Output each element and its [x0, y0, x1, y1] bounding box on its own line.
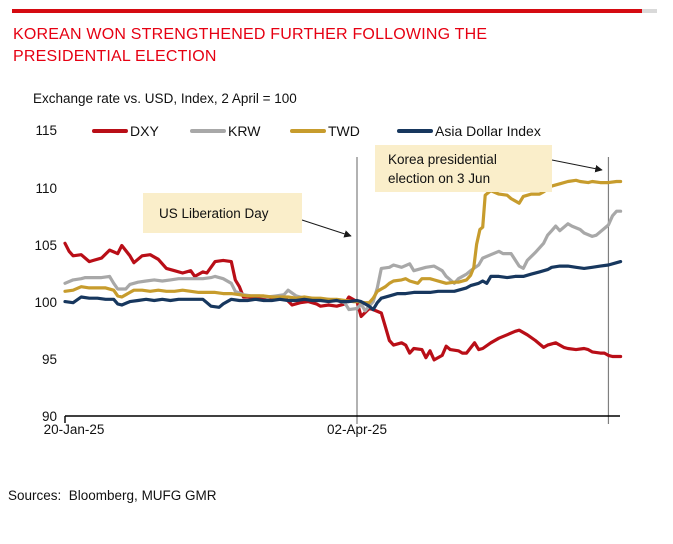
- legend-label: Asia Dollar Index: [435, 123, 541, 139]
- y-tick-100: 100: [34, 295, 57, 310]
- legend-label: KRW: [228, 123, 261, 139]
- legend-item-twd: TWD: [290, 123, 360, 139]
- annotation-korea-election-text: Korea presidential election on 3 Jun: [388, 152, 497, 186]
- y-tick-115: 115: [35, 123, 57, 138]
- series-line-dxy: [63, 241, 623, 362]
- legend-dash-icon: [290, 128, 326, 134]
- series-line-twd: [63, 178, 623, 305]
- chart-subtitle: Exchange rate vs. USD, Index, 2 April = …: [33, 91, 297, 106]
- legend-label: TWD: [328, 123, 360, 139]
- series-line-asia-dollar-index: [63, 260, 623, 312]
- legend-label: DXY: [130, 123, 159, 139]
- page-title: KOREAN WON STRENGTHENED FURTHER FOLLOWIN…: [13, 24, 633, 68]
- x-axis: [64, 415, 620, 423]
- annotation-korea-election: Korea presidential election on 3 Jun: [375, 145, 552, 192]
- legend-item-krw: KRW: [190, 123, 260, 139]
- event-lines: [356, 157, 610, 424]
- y-tick-95: 95: [42, 352, 57, 367]
- page-title-line1: KOREAN WON STRENGTHENED FURTHER FOLLOWIN…: [13, 26, 488, 43]
- series-lines: [63, 178, 623, 362]
- legend-item-asia-dollar-index: Asia Dollar Index: [397, 123, 541, 139]
- annotation-us-liberation-day: US Liberation Day: [143, 193, 302, 233]
- legend-dash-icon: [92, 128, 128, 134]
- legend-dash-icon: [397, 128, 433, 134]
- source-note: Sources: Bloomberg, MUFG GMR: [8, 488, 217, 503]
- y-tick-105: 105: [34, 238, 57, 253]
- series-line-krw: [63, 209, 623, 313]
- page-title-line2: PRESIDENTIAL ELECTION: [13, 48, 217, 65]
- accent-bar: [12, 9, 642, 13]
- chart-legend: DXY KRW TWD Asia Dollar Index: [0, 123, 673, 139]
- accent-bar-tail: [642, 9, 657, 13]
- legend-item-dxy: DXY: [92, 123, 159, 139]
- legend-dash-icon: [190, 128, 226, 134]
- arrow-us-liberation-day: [301, 219, 352, 238]
- arrow-korea-election: [551, 159, 603, 173]
- annotation-us-liberation-day-text: US Liberation Day: [159, 205, 269, 221]
- x-tick-20-jan-25: 20-Jan-25: [44, 422, 105, 437]
- y-tick-110: 110: [35, 181, 57, 196]
- y-tick-90: 90: [42, 409, 57, 424]
- x-tick-02-apr-25: 02-Apr-25: [327, 422, 387, 437]
